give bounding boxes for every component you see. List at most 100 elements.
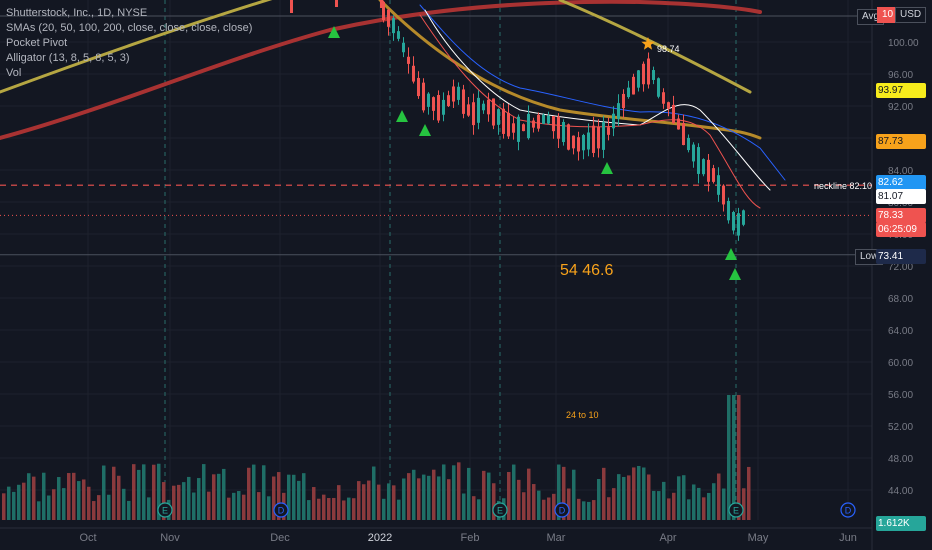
y-tick-label: 64.00: [888, 326, 913, 337]
candle-body: [432, 97, 435, 111]
candle-body: [672, 104, 675, 124]
legend-volume[interactable]: Vol: [6, 67, 22, 79]
candle-body: [707, 159, 710, 182]
pocket-pivot-marker: [328, 26, 340, 38]
x-tick-label: Mar: [547, 532, 566, 544]
volume-bar: [157, 463, 161, 520]
volume-bar: [622, 476, 626, 520]
volume-bar: [252, 464, 256, 520]
volume-bar: [202, 464, 206, 520]
volume-bar: [652, 490, 656, 520]
volume-bar: [482, 470, 486, 520]
candle-body: [452, 86, 455, 102]
legend-symbol[interactable]: Shutterstock, Inc., 1D, NYSE: [6, 7, 148, 19]
volume-bar: [62, 488, 66, 520]
dividend-icon: [273, 502, 289, 518]
x-tick-label: May: [748, 532, 769, 544]
volume-bar: [362, 484, 366, 520]
volume-bar: [642, 467, 646, 520]
volume-bar: [192, 492, 196, 520]
legend-alligator[interactable]: Alligator (13, 8, 5, 8, 5, 3): [6, 52, 130, 64]
alligator-line: [419, 14, 761, 209]
volume-bar: [402, 478, 406, 520]
volume-bar: [152, 464, 156, 520]
pocket-pivot-marker: [396, 110, 408, 122]
volume-bar: [162, 482, 166, 520]
candle-body: [477, 97, 480, 123]
volume-bar: [137, 469, 141, 520]
candle-body: [417, 77, 420, 97]
candle-body: [602, 122, 605, 150]
candle-body: [542, 114, 545, 124]
candle-body: [682, 122, 685, 146]
legend-smas[interactable]: SMAs (20, 50, 100, 200, close, close, cl…: [6, 22, 253, 34]
volume-bar: [292, 474, 296, 520]
neckline-label: neckline 82.10: [814, 181, 872, 191]
volume-bar: [427, 475, 431, 520]
volume-bar: [267, 496, 271, 520]
volume-bar: [537, 490, 541, 520]
volume-bar: [77, 481, 81, 520]
candle-body: [697, 147, 700, 174]
volume-label: 1.612K: [876, 516, 926, 531]
legend-pocket-pivot[interactable]: Pocket Pivot: [6, 37, 68, 49]
volume-bar: [452, 465, 456, 520]
volume-bar: [122, 488, 126, 520]
candle-body: [532, 120, 535, 128]
volume-bar: [582, 501, 586, 520]
pocket-pivot-marker: [725, 248, 737, 260]
volume-bar: [417, 478, 421, 520]
volume-bar: [657, 491, 661, 520]
volume-bar: [467, 467, 471, 520]
volume-bar: [147, 497, 151, 520]
volume-bar: [722, 488, 726, 520]
volume-bar: [82, 479, 86, 520]
volume-bar: [617, 474, 621, 520]
candle-body: [632, 76, 635, 95]
volume-bar: [22, 482, 26, 520]
candle-body: [387, 9, 390, 27]
volume-bar: [102, 465, 106, 520]
x-tick-label: Oct: [79, 532, 96, 544]
candle-body: [587, 132, 590, 150]
volume-bar: [737, 395, 741, 520]
volume-bar: [747, 466, 751, 520]
candle-body: [582, 135, 585, 151]
volume-bar: [627, 475, 631, 520]
volume-bar: [632, 467, 636, 520]
volume-bar: [562, 466, 566, 520]
volume-bar: [242, 494, 246, 520]
currency-button[interactable]: USD: [895, 7, 927, 23]
candle-body: [467, 104, 470, 116]
volume-bar: [487, 472, 491, 520]
candle-body: [667, 102, 670, 109]
pocket-pivot-marker: [419, 124, 431, 136]
x-tick-label: Apr: [659, 532, 676, 544]
volume-bar: [707, 492, 711, 520]
candle-body: [487, 99, 490, 115]
candle-body: [517, 116, 520, 142]
x-tick-label: Jun: [839, 532, 857, 544]
volume-bar: [447, 479, 451, 520]
volume-bar: [512, 464, 516, 520]
candle-body: [607, 127, 610, 135]
volume-bar: [237, 491, 241, 520]
candle-body: [692, 144, 695, 162]
y-tick-label: 92.00: [888, 102, 913, 113]
candle-body: [427, 93, 430, 107]
volume-bar: [392, 485, 396, 520]
volume-bar: [672, 492, 676, 520]
candle-body: [557, 116, 560, 139]
earnings-icon: [492, 502, 508, 518]
volume-bar: [222, 468, 226, 520]
sma50-line: [419, 4, 786, 181]
dividend-icon: [554, 502, 570, 518]
candle-body: [722, 185, 725, 205]
dividend-icon-label: D: [845, 506, 852, 516]
volume-bar: [677, 476, 681, 520]
candle-body: [462, 89, 465, 114]
volume-bar: [457, 462, 461, 520]
volume-bar: [507, 472, 511, 520]
